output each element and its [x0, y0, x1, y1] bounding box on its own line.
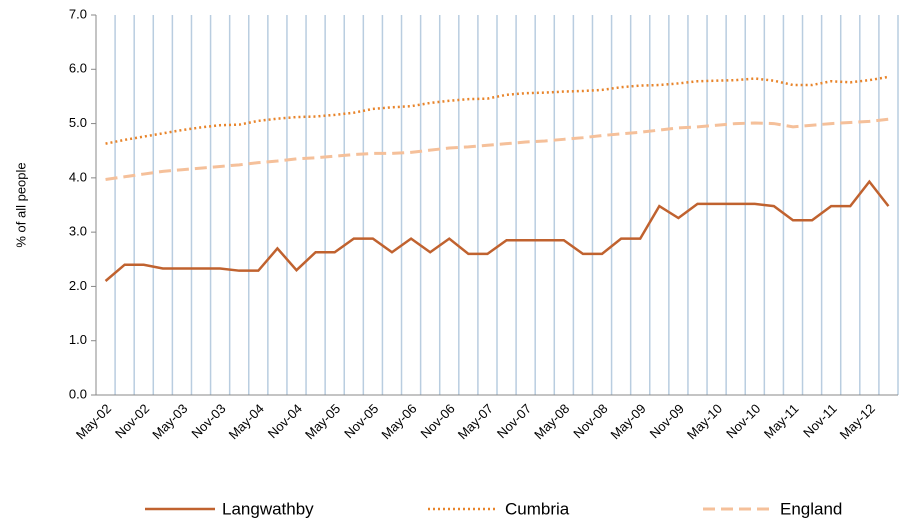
x-tick-label: Nov-03 [188, 401, 228, 441]
x-tick-label: May-10 [684, 401, 725, 442]
x-tick-label: Nov-08 [570, 401, 610, 441]
y-tick-label: 0.0 [69, 386, 87, 401]
x-tick-label: Nov-02 [112, 401, 152, 441]
series-line [105, 75, 889, 145]
x-tick-label: Nov-09 [647, 401, 687, 441]
series-line [105, 117, 889, 181]
x-tick-label: Nov-06 [418, 401, 458, 441]
y-tick-label: 1.0 [69, 332, 87, 347]
x-tick-label: Nov-11 [800, 401, 840, 441]
series-line [104, 179, 890, 282]
y-axis-label: % of all people [13, 162, 28, 247]
y-tick-label: 2.0 [69, 278, 87, 293]
x-tick-label: May-07 [455, 401, 496, 442]
x-tick-label: May-11 [761, 401, 802, 442]
x-tick-label: May-02 [73, 401, 114, 442]
y-tick-label: 7.0 [69, 6, 87, 21]
x-tick-label: May-03 [149, 401, 190, 442]
x-tick-label: May-05 [302, 401, 343, 442]
x-tick-label: Nov-10 [723, 401, 763, 441]
x-tick-label: Nov-04 [265, 401, 305, 441]
x-tick-label: Nov-07 [494, 401, 534, 441]
x-tick-label: May-09 [608, 401, 649, 442]
legend-label: England [780, 499, 842, 518]
x-tick-label: May-06 [378, 401, 419, 442]
y-tick-label: 6.0 [69, 61, 87, 76]
x-tick-label: May-12 [837, 401, 878, 442]
legend-label: Langwathby [222, 499, 314, 518]
x-tick-label: Nov-05 [341, 401, 381, 441]
y-tick-label: 3.0 [69, 224, 87, 239]
legend-label: Cumbria [505, 499, 570, 518]
y-tick-label: 4.0 [69, 169, 87, 184]
x-tick-label: May-08 [531, 401, 572, 442]
y-tick-label: 5.0 [69, 115, 87, 130]
x-tick-label: May-04 [226, 401, 267, 442]
